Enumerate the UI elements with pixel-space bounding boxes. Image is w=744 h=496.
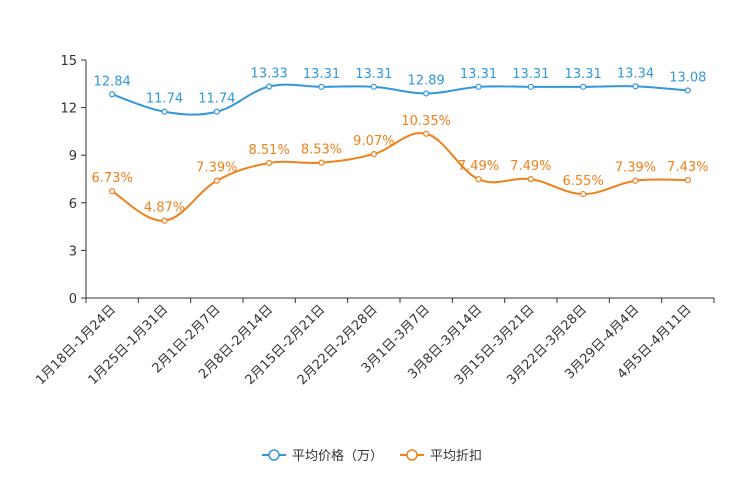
series-1-point[interactable] (632, 177, 639, 184)
series-0-point[interactable] (266, 83, 273, 90)
series-1-data-label: 6.55% (563, 174, 604, 189)
series-0-point[interactable] (527, 83, 534, 90)
series-1-point[interactable] (370, 150, 377, 158)
series-0-point[interactable] (632, 83, 639, 90)
series-0-data-label: 13.08 (669, 70, 706, 85)
series-0-point[interactable] (318, 83, 325, 90)
series-1-data-label: 9.07% (353, 134, 394, 149)
series-0-point[interactable] (580, 83, 587, 90)
series-0-point[interactable] (109, 91, 116, 98)
series-0-data-label: 13.31 (355, 67, 392, 82)
series-1-data-label: 8.53% (301, 143, 342, 158)
series-1-point[interactable] (109, 188, 116, 195)
series-0-point[interactable] (684, 87, 691, 94)
series-0: 12.84 11.74 11.74 13.33 13.31 13.31 12.89 13.31… (94, 66, 706, 116)
series-1-data-label: 7.49% (458, 159, 499, 174)
series-0-point[interactable] (423, 90, 430, 97)
legend-item-1[interactable]: 平均折扣 (400, 449, 482, 464)
series-1-data-label: 7.49% (510, 159, 551, 174)
series-1-data-label: 7.39% (196, 161, 237, 176)
legend-marker-icon (268, 449, 280, 461)
series-1-point[interactable] (580, 190, 587, 198)
series-1-point[interactable] (266, 159, 273, 167)
legend-label: 平均折扣 (430, 449, 482, 464)
series-1-data-label: 10.35% (401, 114, 451, 129)
series-0-data-label: 13.31 (303, 67, 340, 82)
legend-marker-icon (406, 449, 418, 461)
series-0-data-label: 12.84 (94, 74, 131, 89)
series-1-data-label: 8.51% (249, 143, 290, 158)
legend[interactable]: 平均价格（万） 平均折扣 (262, 448, 482, 464)
series-1-data-label: 7.39% (615, 161, 656, 176)
series-1-point[interactable] (318, 159, 325, 166)
series-0-point[interactable] (161, 108, 168, 115)
series-0-data-label: 11.74 (146, 92, 183, 107)
series-layer: 12.84 11.74 11.74 13.33 13.31 13.31 12.89 13.31… (92, 66, 708, 224)
y-tick-label: 15 (60, 54, 77, 69)
legend-item-0[interactable]: 平均价格（万） (262, 448, 383, 464)
series-1-point[interactable] (475, 176, 482, 183)
series-0-point[interactable] (213, 108, 220, 115)
series-0-point[interactable] (475, 83, 482, 90)
series-0-data-label: 11.74 (198, 92, 235, 107)
legend-label: 平均价格（万） (292, 448, 383, 464)
y-tick-label: 6 (69, 197, 77, 212)
series-1-data-label: 6.73% (92, 171, 133, 186)
series-1-point[interactable] (213, 177, 220, 184)
series-0-line (111, 83, 688, 116)
series-0-data-label: 13.33 (251, 66, 288, 81)
series-0-point[interactable] (370, 83, 377, 90)
series-0-data-label: 13.31 (512, 67, 549, 82)
y-tick-label: 3 (69, 244, 77, 259)
series-1-point[interactable] (527, 176, 534, 183)
series-0-data-label: 13.34 (617, 66, 654, 81)
series-0-data-label: 13.31 (565, 67, 602, 82)
series-0-data-label: 12.89 (408, 73, 445, 88)
series-0-data-label: 13.31 (460, 67, 497, 82)
y-tick-label: 0 (69, 292, 77, 307)
y-tick-label: 9 (69, 149, 77, 164)
series-1-data-label: 4.87% (144, 201, 185, 216)
series-1-data-label: 7.43% (667, 160, 708, 175)
y-tick-label: 12 (60, 102, 77, 117)
series-1: 6.73% 4.87% 7.39% 8.51% 8.53% 9.07% 10.35% 7.49… (92, 114, 708, 224)
series-1-point[interactable] (423, 130, 430, 137)
series-1-point[interactable] (684, 177, 691, 184)
series-1-point[interactable] (161, 217, 168, 224)
